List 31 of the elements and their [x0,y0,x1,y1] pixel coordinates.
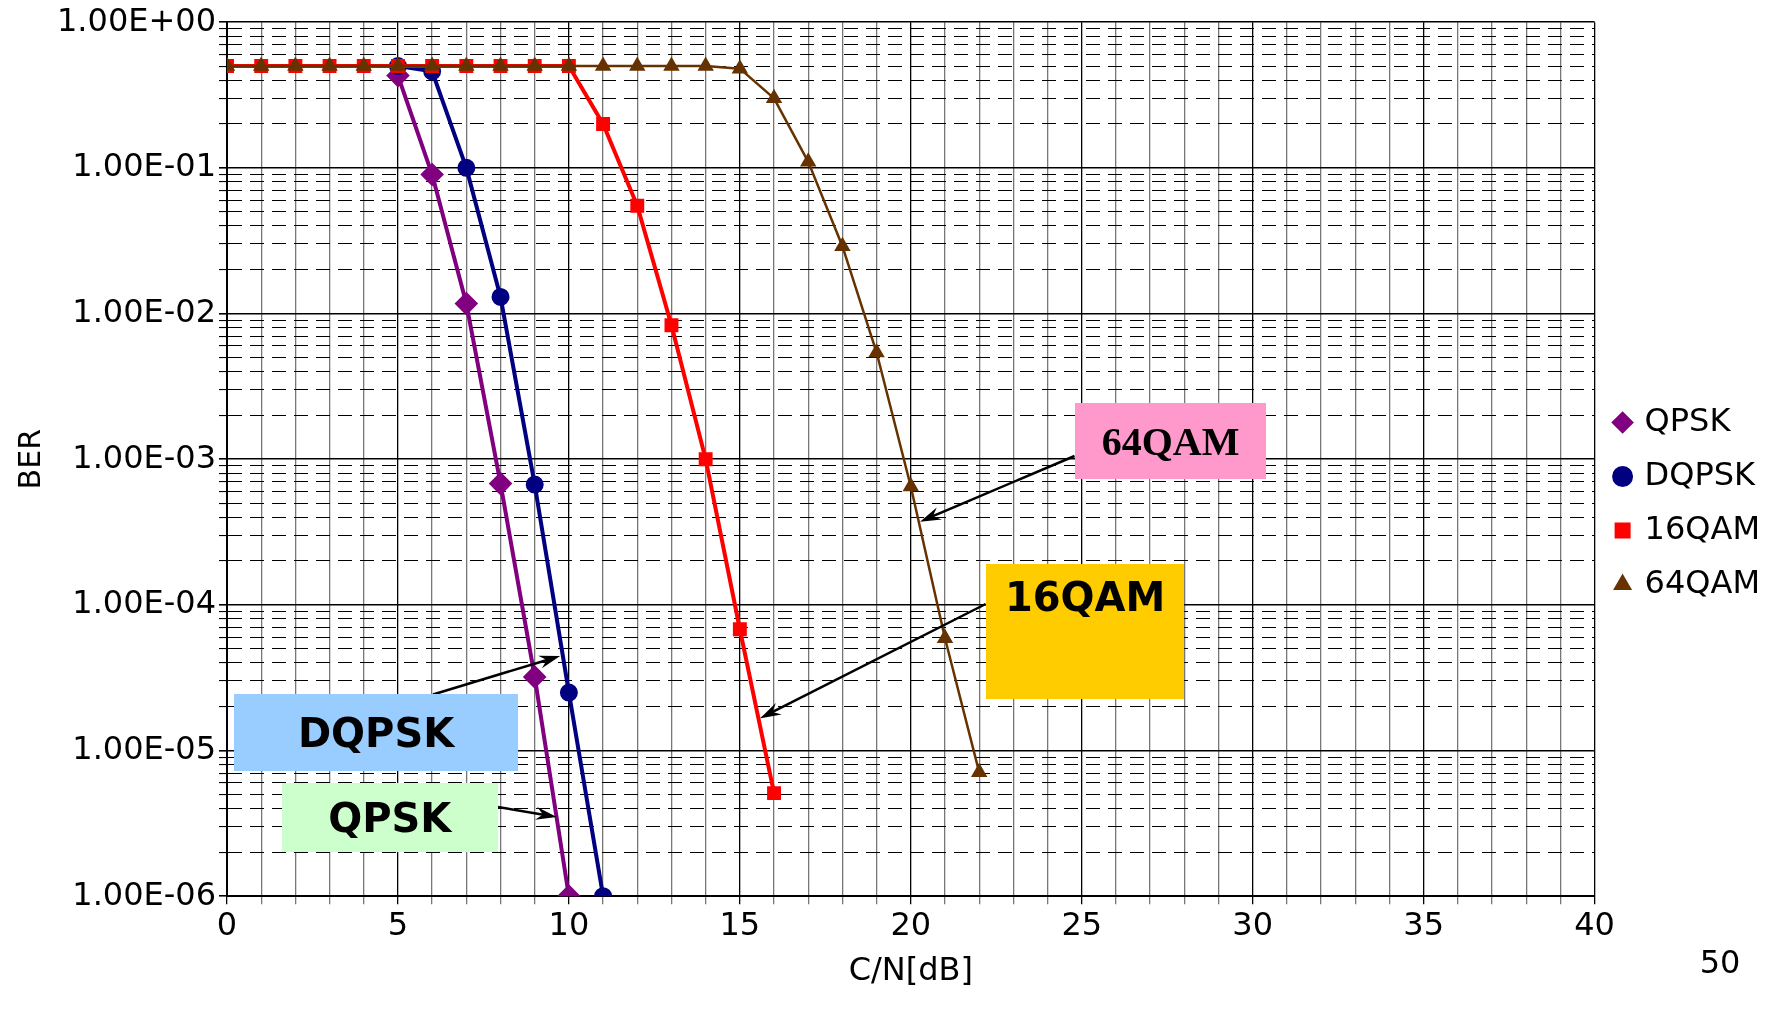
label-box: DQPSK [233,694,519,772]
text: 50 [1699,943,1741,982]
y-tick-label: 1.00E-06 [72,874,216,913]
x-tick-label: 30 [1232,904,1274,943]
x-tick-label: 10 [548,904,590,943]
x-tick-label: 15 [719,904,761,943]
x-axis-title: C/N[dB] [848,950,973,989]
label-box: 64QAM [1074,403,1267,480]
y-tick-label: 1.00E-01 [72,146,216,185]
x-tick-label: 20 [890,904,932,943]
y-tick-label: 1.00E-03 [72,437,216,476]
legend-label: QPSK [1644,400,1732,439]
y-tick-label: 1.00E+00 [57,0,216,39]
y-tick-label: 1.00E-04 [72,583,216,622]
annotation: 64QAM [1101,417,1240,465]
x-tick-label: 40 [1574,904,1615,943]
x-tick-label: 25 [1061,904,1103,943]
x-tick-label: 0 [216,904,238,943]
annotation: 16QAM [1004,574,1166,621]
legend-label: 16QAM [1644,508,1760,547]
y-axis-title: BER [11,429,47,490]
x-tick-label: 5 [387,904,409,943]
label-box: 16QAM [986,564,1185,699]
annotation: QPSK [328,794,452,841]
label-box: QPSK [281,782,498,853]
y-tick-label: 1.00E-02 [72,291,216,330]
x-tick-label: 35 [1403,904,1444,943]
legend-label: DQPSK [1644,454,1757,493]
annotation: DQPSK [297,709,455,756]
legend-label: 64QAM [1644,562,1760,601]
y-tick-label: 1.00E-05 [72,728,216,767]
